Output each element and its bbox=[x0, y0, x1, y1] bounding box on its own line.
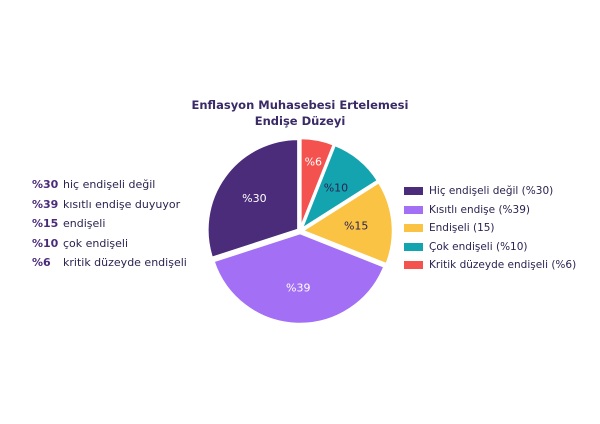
summary-pct: %15 bbox=[32, 217, 59, 230]
summary-item: %30 hiç endişeli değil bbox=[32, 178, 187, 198]
summary-item: %39 kısıtlı endişe duyuyor bbox=[32, 198, 187, 218]
slice-data-label: %39 bbox=[286, 281, 310, 294]
summary-item: %10 çok endişeli bbox=[32, 237, 187, 257]
legend-item: Kritik düzeyde endişeli (%6) bbox=[404, 256, 576, 275]
legend-swatch bbox=[404, 242, 423, 251]
summary-text: kısıtlı endişe duyuyor bbox=[63, 197, 181, 211]
summary-item: %15 endişeli bbox=[32, 217, 187, 237]
pie-slice bbox=[211, 231, 387, 326]
legend-item: Kısıtlı endişe (%39) bbox=[404, 201, 576, 220]
pie-slice bbox=[298, 143, 380, 233]
legend-swatch bbox=[404, 187, 423, 196]
legend: Hiç endişeli değil (%30) Kısıtlı endişe (… bbox=[404, 182, 576, 275]
summary-pct: %39 bbox=[32, 197, 59, 211]
legend-label: Endişeli (15) bbox=[429, 222, 495, 235]
summary-text: kritik düzeyde endişeli bbox=[63, 256, 187, 269]
slice-data-label: %30 bbox=[242, 192, 266, 205]
summary-text: endişeli bbox=[63, 217, 106, 230]
chart-title: Enflasyon Muhasebesi Ertelemesi Endişe D… bbox=[191, 98, 409, 128]
summary-pct: %30 bbox=[32, 178, 59, 191]
summary-list: %30 hiç endişeli değil %39 kısıtlı endişe … bbox=[32, 178, 187, 276]
summary-pct: %6 bbox=[32, 256, 51, 269]
legend-label: Çok endişeli (%10) bbox=[429, 240, 528, 253]
legend-item: Çok endişeli (%10) bbox=[404, 238, 576, 257]
legend-swatch bbox=[404, 205, 423, 214]
summary-item: %6 kritik düzeyde endişeli bbox=[32, 256, 187, 276]
slice-data-label: %6 bbox=[305, 155, 322, 168]
legend-label: Hiç endişeli değil (%30) bbox=[429, 185, 554, 198]
slice-data-label: %10 bbox=[324, 182, 348, 195]
legend-item: Hiç endişeli değil (%30) bbox=[404, 182, 576, 201]
legend-label: Kritik düzeyde endişeli (%6) bbox=[429, 259, 577, 272]
pie-slice bbox=[299, 180, 395, 266]
summary-text: çok endişeli bbox=[63, 236, 129, 250]
summary-pct: %10 bbox=[32, 236, 59, 250]
slice-data-label: %15 bbox=[344, 220, 368, 233]
legend-swatch bbox=[404, 261, 423, 270]
summary-text: hiç endişeli değil bbox=[63, 178, 156, 191]
legend-swatch bbox=[404, 224, 423, 233]
legend-item: Endişeli (15) bbox=[404, 219, 576, 238]
pie-slice bbox=[206, 137, 300, 260]
legend-label: Kısıtlı endişe (%39) bbox=[429, 203, 530, 216]
